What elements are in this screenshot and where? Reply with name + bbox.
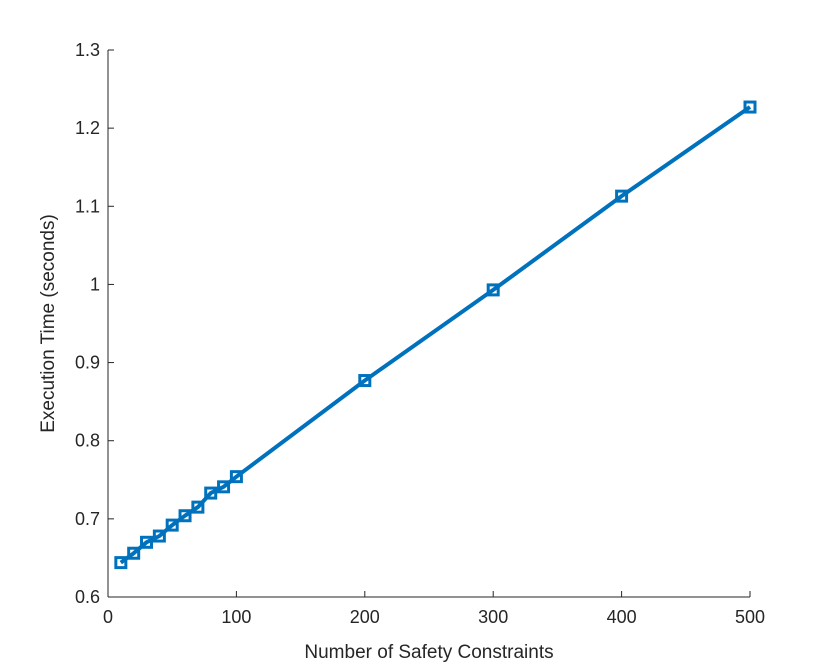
data-point-marker [140,535,154,549]
x-tick-label: 500 [735,607,765,627]
y-tick-label: 1.1 [75,196,100,216]
x-tick-label: 300 [478,607,508,627]
data-point-marker [615,189,629,203]
data-point-marker [358,374,372,388]
y-axis-title: Execution Time (seconds) [38,214,59,433]
x-tick-label: 400 [607,607,637,627]
data-point-marker [204,486,218,500]
y-ticks: 0.6 0.7 0.8 0.9 1 1.1 1.2 1.3 [75,40,114,607]
series-line [119,105,752,565]
axes [107,50,750,598]
data-point-marker [178,509,192,523]
x-ticks: 0 100 200 300 400 500 [103,591,765,627]
y-tick-label: 1.2 [75,118,100,138]
y-tick-label: 0.7 [75,509,100,529]
data-point-marker [191,500,205,514]
x-tick-label: 200 [350,607,380,627]
data-point-marker [229,470,243,484]
y-tick-label: 0.8 [75,431,100,451]
x-axis-title: Number of Safety Constraints [304,642,553,663]
y-tick-label: 0.6 [75,587,100,607]
data-point-marker [165,518,179,532]
y-tick-label: 0.9 [75,353,100,373]
data-point-marker [152,529,166,543]
series [114,100,757,570]
data-point-marker [114,556,128,570]
y-tick-label: 1 [90,274,100,294]
data-point-marker [217,480,231,494]
data-point-marker [743,100,757,114]
x-tick-label: 0 [103,607,113,627]
x-tick-label: 100 [221,607,251,627]
data-point-marker [127,546,141,560]
data-point-marker [486,283,500,297]
y-tick-label: 1.3 [75,40,100,60]
